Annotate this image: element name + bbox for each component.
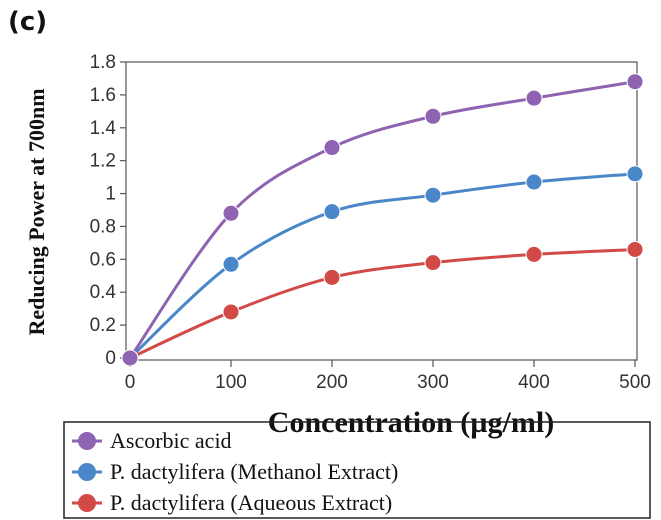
series-layer (121, 73, 644, 367)
data-point (525, 173, 543, 191)
data-point (626, 165, 644, 183)
y-tick-label: 0 (105, 348, 116, 369)
series-0 (121, 73, 644, 367)
series-line (129, 247, 636, 360)
data-point (525, 245, 543, 263)
legend-label: P. dactylifera (Methanol Extract) (110, 459, 398, 484)
data-point (525, 89, 543, 107)
panel-label: (c) (8, 7, 47, 37)
y-tick-label: 0.8 (90, 216, 116, 237)
y-axis-label: Reducing Power at 700nm (24, 88, 49, 335)
data-point (222, 255, 240, 273)
data-point (121, 349, 139, 367)
x-tick-label: 500 (619, 372, 651, 393)
legend-marker (78, 432, 96, 450)
legend-marker (78, 494, 96, 512)
y-tick-label: 1.2 (90, 151, 116, 172)
y-tick-label: 0.4 (90, 282, 117, 303)
legend-label: Ascorbic acid (110, 428, 232, 453)
series-1 (121, 165, 644, 367)
legend: Ascorbic acid P. dactylifera (Methanol Ex… (72, 428, 398, 515)
y-tick-label: 1.8 (90, 52, 116, 73)
plot-area-frame (125, 61, 638, 361)
series-line (128, 172, 636, 360)
legend-box (63, 421, 651, 519)
data-point (222, 204, 240, 222)
data-point (424, 186, 442, 204)
data-point (626, 240, 644, 258)
x-tick-label: 100 (215, 372, 247, 393)
y-tick-label: 1.4 (90, 118, 117, 139)
data-point (222, 303, 240, 321)
legend-item-2: P. dactylifera (Aqueous Extract) (72, 490, 392, 515)
data-point (424, 254, 442, 272)
series-2 (121, 240, 644, 367)
x-tick-label: 400 (518, 372, 550, 393)
y-tick-label: 1.6 (90, 85, 116, 106)
y-tick-label: 1 (105, 184, 116, 205)
data-point (323, 268, 341, 286)
data-point (424, 107, 442, 125)
y-axis: 0 0.2 0.4 0.6 0.8 1 1.2 1.4 1.6 1.8 (90, 52, 126, 369)
legend-item-0: Ascorbic acid (72, 428, 232, 453)
data-point (323, 139, 341, 157)
legend-marker (78, 463, 96, 481)
x-tick-label: 0 (125, 372, 136, 393)
y-tick-label: 0.2 (90, 315, 116, 336)
y-tick-label: 0.6 (90, 249, 116, 270)
x-axis: 0 100 200 300 400 500 (125, 360, 651, 393)
x-tick-label: 300 (417, 372, 449, 393)
x-tick-label: 200 (316, 372, 348, 393)
data-point (626, 73, 644, 91)
data-point (323, 203, 341, 221)
series-line (128, 80, 636, 359)
legend-label: P. dactylifera (Aqueous Extract) (110, 490, 392, 515)
legend-item-1: P. dactylifera (Methanol Extract) (72, 459, 398, 484)
